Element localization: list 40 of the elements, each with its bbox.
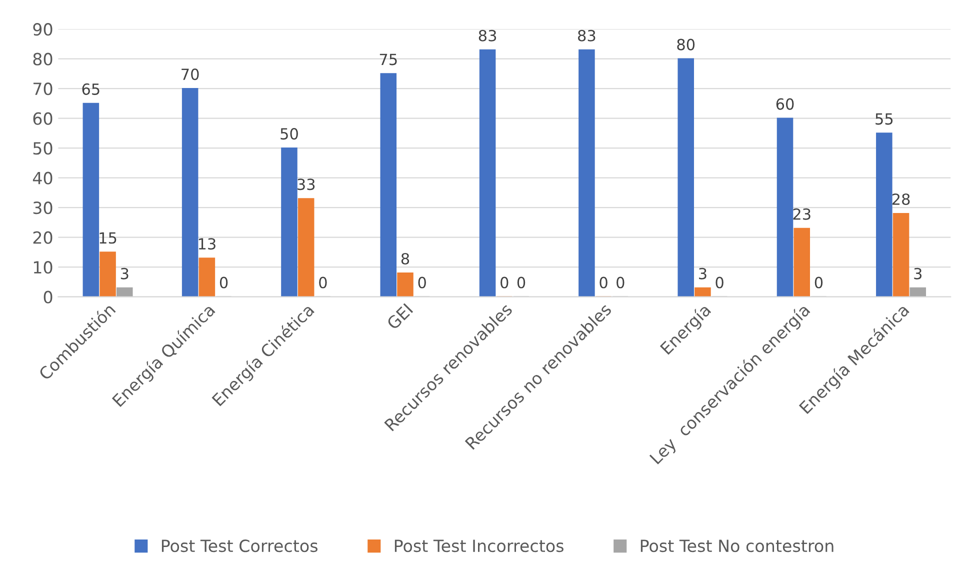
data-label: 0	[517, 276, 526, 288]
y-tick-label: 40	[32, 172, 52, 184]
data-label: 0	[814, 276, 823, 288]
data-label: 0	[319, 276, 327, 288]
data-label: 3	[914, 268, 922, 280]
legend-label: Post Test No contestron	[640, 540, 834, 552]
data-label: 0	[500, 276, 508, 288]
data-label: 3	[699, 268, 706, 280]
y-tick-label: 20	[33, 231, 52, 244]
data-label: 13	[198, 238, 216, 250]
y-tick-label: 30	[33, 202, 52, 214]
y-tick-label: 90	[33, 23, 52, 36]
data-label: 15	[100, 232, 116, 244]
data-label: 60	[776, 98, 794, 110]
data-label: 0	[418, 276, 426, 288]
data-label: 75	[380, 54, 397, 66]
data-label: 50	[280, 128, 298, 140]
legend-label: Post Test Correctos	[162, 540, 318, 552]
y-tick-label: 10	[34, 261, 52, 274]
data-label: 8	[401, 252, 410, 265]
data-label: 0	[716, 276, 724, 288]
data-label: 80	[677, 38, 695, 50]
data-label: 65	[82, 83, 100, 95]
data-label: 83	[478, 30, 496, 42]
data-label: 0	[600, 276, 608, 288]
data-label: 83	[578, 30, 596, 42]
x-tick-label: GEI	[386, 303, 414, 330]
data-label: 3	[120, 268, 128, 280]
y-tick-label: 80	[33, 52, 52, 66]
y-tick-label: 60	[33, 112, 52, 125]
data-label: 0	[220, 276, 228, 288]
data-label: 23	[793, 208, 810, 220]
y-tick-label: 70	[34, 82, 52, 96]
data-label: 70	[182, 68, 199, 80]
data-label: 0	[616, 276, 624, 288]
y-tick-label: 0	[44, 290, 52, 304]
data-label: 55	[876, 113, 893, 125]
y-tick-label: 50	[33, 142, 52, 155]
legend-label: Post Test Incorrectos	[394, 540, 564, 552]
data-label: 33	[298, 178, 315, 190]
